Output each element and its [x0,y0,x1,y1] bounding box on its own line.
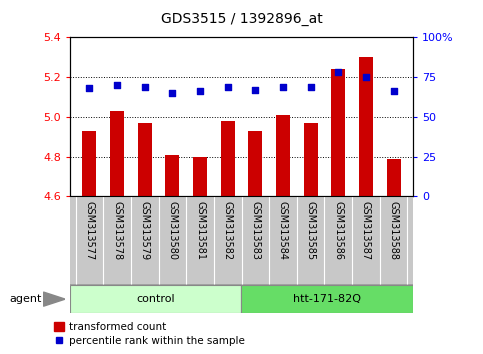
Text: GDS3515 / 1392896_at: GDS3515 / 1392896_at [161,12,322,27]
Point [252,87,259,93]
Point [362,74,370,80]
Bar [248,131,262,196]
Text: GSM313584: GSM313584 [278,201,288,260]
Bar [110,111,124,196]
Bar [166,155,179,196]
Point [141,84,149,89]
Point [307,84,314,89]
Text: htt-171-82Q: htt-171-82Q [293,294,361,304]
Text: GSM313580: GSM313580 [168,201,177,260]
Bar [331,69,345,196]
Text: GSM313581: GSM313581 [195,201,205,260]
Text: GSM313583: GSM313583 [250,201,260,260]
Bar [242,285,413,313]
Text: GSM313579: GSM313579 [140,201,150,260]
Text: GSM313577: GSM313577 [85,201,94,260]
Point [113,82,121,88]
Point [390,88,398,94]
Point [85,85,93,91]
Bar [193,157,207,196]
Point [334,69,342,75]
Legend: transformed count, percentile rank within the sample: transformed count, percentile rank withi… [54,322,245,346]
Text: agent: agent [10,294,42,304]
Bar [276,115,290,196]
Text: GSM313586: GSM313586 [333,201,343,260]
Point [196,88,204,94]
Bar [304,123,317,196]
Bar [70,285,242,313]
Bar [83,131,96,196]
Text: GSM313588: GSM313588 [389,201,398,260]
Text: GSM313578: GSM313578 [112,201,122,260]
Text: control: control [137,294,175,304]
Text: GSM313582: GSM313582 [223,201,233,260]
Point [279,84,287,89]
Bar [221,121,235,196]
Bar [359,57,373,196]
Text: GSM313587: GSM313587 [361,201,371,260]
Bar [387,159,400,196]
Point [224,84,231,89]
Bar [138,123,152,196]
Point [169,90,176,96]
Text: GSM313585: GSM313585 [306,201,315,260]
Polygon shape [43,292,65,306]
